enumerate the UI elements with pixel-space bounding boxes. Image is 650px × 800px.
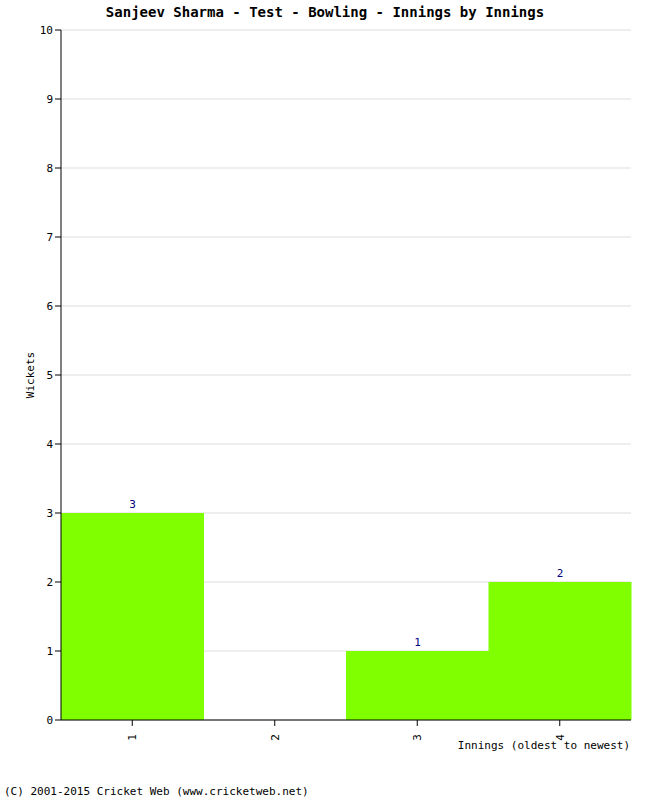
svg-text:2: 2 <box>557 567 564 580</box>
svg-text:9: 9 <box>46 93 53 106</box>
svg-text:4: 4 <box>553 734 567 741</box>
svg-text:0: 0 <box>46 714 53 727</box>
html-text:Innings (oldest to newest): Innings (oldest to newest) <box>457 739 630 752</box>
svg-text:2: 2 <box>46 576 53 589</box>
svg-text:1: 1 <box>126 734 139 741</box>
svg-text:3: 3 <box>129 498 136 511</box>
svg-text:5: 5 <box>46 369 53 382</box>
svg-text:4: 4 <box>46 438 53 451</box>
html-text:Sanjeev Sharma - Test - Bowlin: Sanjeev Sharma - Test - Bowling - Inning… <box>105 4 545 20</box>
html-text:(C) 2001-2015 Cricket Web (www: (C) 2001-2015 Cricket Web (www.cricketwe… <box>4 785 309 798</box>
svg-text:3: 3 <box>411 734 424 741</box>
svg-text:10: 10 <box>40 24 53 37</box>
svg-text:1: 1 <box>46 645 53 658</box>
svg-text:2: 2 <box>269 734 282 741</box>
svg-text:7: 7 <box>46 231 53 244</box>
svg-text:1: 1 <box>414 636 421 649</box>
svg-text:6: 6 <box>46 300 53 313</box>
svg-text:3: 3 <box>46 507 53 520</box>
svg-text:8: 8 <box>46 162 53 175</box>
html-text:Wickets: Wickets <box>23 351 37 399</box>
